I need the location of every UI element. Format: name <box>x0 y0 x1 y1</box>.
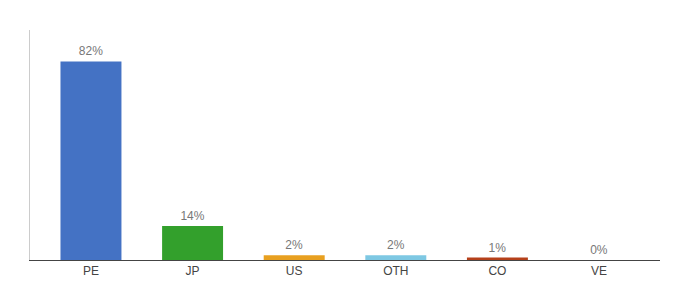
svg-text:US: US <box>286 264 303 278</box>
svg-text:0%: 0% <box>590 243 608 257</box>
svg-text:OTH: OTH <box>383 264 408 278</box>
svg-text:VE: VE <box>591 264 607 278</box>
svg-text:PE: PE <box>83 264 99 278</box>
svg-text:82%: 82% <box>79 44 103 58</box>
svg-text:1%: 1% <box>489 241 507 255</box>
svg-text:14%: 14% <box>180 209 204 223</box>
svg-text:CO: CO <box>488 264 506 278</box>
svg-text:2%: 2% <box>387 238 405 252</box>
svg-text:2%: 2% <box>285 238 303 252</box>
svg-text:JP: JP <box>186 264 200 278</box>
